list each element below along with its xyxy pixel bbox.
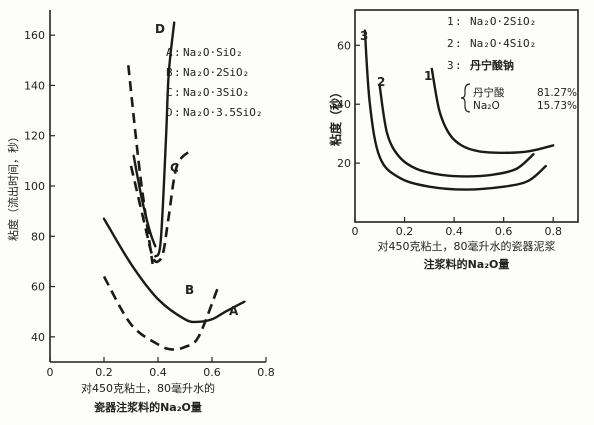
x-tick-label: 0.4: [149, 366, 167, 379]
plot-frame: [354, 9, 579, 223]
y-axis-label: 粘度（流出时间，秒）: [6, 131, 20, 241]
composition-brace: [460, 83, 471, 113]
legend-text: 丹宁酸钠: [470, 58, 514, 72]
curve-A-solid: [102, 217, 246, 324]
x-tick-label: 0.2: [95, 366, 113, 379]
legend-colon: :: [455, 37, 462, 50]
legend-key: 1: [447, 15, 454, 28]
x-axis-label-line1: 对450克粘土，80毫升水的瓷器泥浆: [378, 239, 556, 253]
x-tick-label: 0.8: [257, 366, 275, 379]
composition-name: 丹宁酸: [473, 86, 505, 99]
x-tick-label: 0: [47, 366, 54, 379]
curve-label-D: D: [155, 22, 165, 36]
legend-key: A: [166, 46, 173, 59]
y-tick-label: 40: [31, 331, 45, 344]
composition-value: 15.73%: [537, 100, 577, 112]
legend-colon: :: [174, 66, 181, 79]
curve-2: [378, 85, 535, 178]
legend-key: D: [166, 106, 173, 119]
x-tick-label: 0.4: [445, 225, 463, 238]
curve-1: [430, 67, 555, 154]
curve-C-dashed: [129, 149, 192, 264]
curve-B-dashed: [102, 275, 219, 351]
legend-colon: :: [174, 106, 181, 119]
legend-text: Na₂O·4SiO₂: [470, 37, 536, 50]
curve-D-solid: [154, 21, 176, 258]
x-tick-label: 0.6: [203, 366, 221, 379]
curve-label-C: C: [170, 161, 179, 175]
legend-key: C: [166, 86, 173, 99]
legend-key: B: [166, 66, 173, 79]
x-axis-label-line2: 瓷器注浆料的Na₂O量: [94, 400, 202, 414]
x-axis-label-line1: 对450克粘土，80毫升水的: [81, 381, 215, 395]
legend-text: Na₂O·2SiO₂: [183, 66, 249, 79]
curve-label-3: 3: [360, 29, 368, 43]
x-tick-label: 0.8: [544, 225, 562, 238]
y-tick-label: 160: [24, 29, 45, 42]
legend-key: 3: [447, 59, 454, 72]
composition-name: Na₂O: [473, 100, 500, 112]
y-tick-label: 140: [24, 79, 45, 92]
legend-colon: :: [174, 46, 181, 59]
y-tick-label: 40: [337, 98, 351, 111]
y-tick-label: 120: [24, 130, 45, 143]
legend-colon: :: [455, 59, 462, 72]
curve-label-A: A: [229, 304, 239, 318]
curve-3: [363, 29, 547, 191]
legend-text: Na₂O·SiO₂: [183, 46, 243, 59]
composition-value: 81.27%: [537, 87, 577, 99]
y-tick-label: 80: [31, 230, 45, 243]
legend-colon: :: [455, 15, 462, 28]
y-tick-label: 100: [24, 180, 45, 193]
curve-D-dashed: [127, 65, 154, 265]
y-tick-label: 60: [31, 281, 45, 294]
curve-label-2: 2: [377, 75, 385, 89]
x-tick-label: 0: [352, 225, 359, 238]
legend-colon: :: [174, 86, 181, 99]
legend-text: Na₂O·2SiO₂: [470, 15, 536, 28]
y-tick-label: 20: [337, 157, 351, 170]
x-tick-label: 0.2: [396, 225, 414, 238]
legend-text: Na₂O·3SiO₂: [183, 86, 249, 99]
curve-label-B: B: [185, 283, 194, 297]
x-tick-label: 0.6: [495, 225, 513, 238]
right-chart: 0 0.2 0.4 0.6 0.8 20 40 60 1 2 3 1: Na₂O·2SiO₂ 2: Na₂O…: [328, 9, 579, 271]
y-tick-label: 60: [337, 39, 351, 52]
curve-label-1: 1: [424, 69, 432, 83]
x-axis-label-line2: 注浆料的Na₂O量: [424, 257, 510, 271]
legend-text: Na₂O·3.5SiO₂: [183, 106, 262, 119]
y-axis-label: 粘度（秒）: [328, 86, 343, 146]
legend-key: 2: [447, 37, 454, 50]
